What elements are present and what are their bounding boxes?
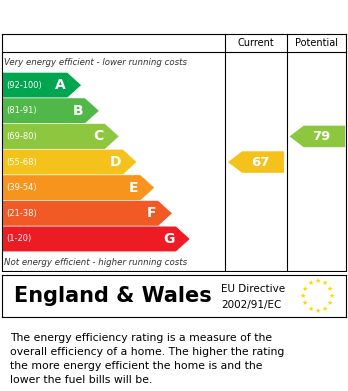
Text: Current: Current (238, 38, 274, 48)
Text: ★: ★ (300, 293, 306, 299)
Polygon shape (228, 151, 284, 173)
Text: (21-38): (21-38) (6, 209, 37, 218)
Text: (1-20): (1-20) (6, 235, 32, 244)
Text: Not energy efficient - higher running costs: Not energy efficient - higher running co… (4, 258, 187, 267)
Polygon shape (3, 175, 155, 201)
Text: E: E (129, 181, 139, 195)
Text: ★: ★ (307, 280, 314, 286)
Polygon shape (290, 126, 345, 147)
Text: D: D (110, 155, 121, 169)
Polygon shape (3, 149, 137, 175)
Text: England & Wales: England & Wales (14, 286, 212, 306)
Text: ★: ★ (327, 286, 333, 292)
Text: EU Directive: EU Directive (221, 284, 285, 294)
Text: C: C (93, 129, 103, 143)
Text: 2002/91/EC: 2002/91/EC (221, 300, 281, 310)
Text: G: G (163, 232, 174, 246)
Text: ★: ★ (315, 308, 321, 314)
Text: Very energy efficient - lower running costs: Very energy efficient - lower running co… (4, 58, 187, 67)
Text: Energy Efficiency Rating: Energy Efficiency Rating (63, 9, 285, 24)
Text: (92-100): (92-100) (6, 81, 42, 90)
Text: ★: ★ (302, 300, 308, 306)
Polygon shape (3, 72, 81, 98)
Polygon shape (3, 98, 99, 124)
Polygon shape (3, 201, 172, 226)
Text: A: A (55, 78, 65, 92)
Text: ★: ★ (315, 278, 321, 284)
Text: ★: ★ (322, 306, 328, 312)
Text: ★: ★ (327, 300, 333, 306)
Text: 67: 67 (251, 156, 269, 169)
Text: ★: ★ (329, 293, 335, 299)
Text: F: F (147, 206, 157, 221)
Text: B: B (73, 104, 83, 118)
Text: (55-68): (55-68) (6, 158, 37, 167)
Text: The energy efficiency rating is a measure of the
overall efficiency of a home. T: The energy efficiency rating is a measur… (10, 333, 285, 385)
Text: ★: ★ (307, 306, 314, 312)
Polygon shape (3, 124, 119, 149)
Text: (81-91): (81-91) (6, 106, 37, 115)
Text: ★: ★ (302, 286, 308, 292)
Text: Potential: Potential (295, 38, 338, 48)
Text: (69-80): (69-80) (6, 132, 37, 141)
Text: ★: ★ (322, 280, 328, 286)
Text: 79: 79 (313, 130, 331, 143)
Polygon shape (3, 226, 190, 252)
Text: (39-54): (39-54) (6, 183, 37, 192)
